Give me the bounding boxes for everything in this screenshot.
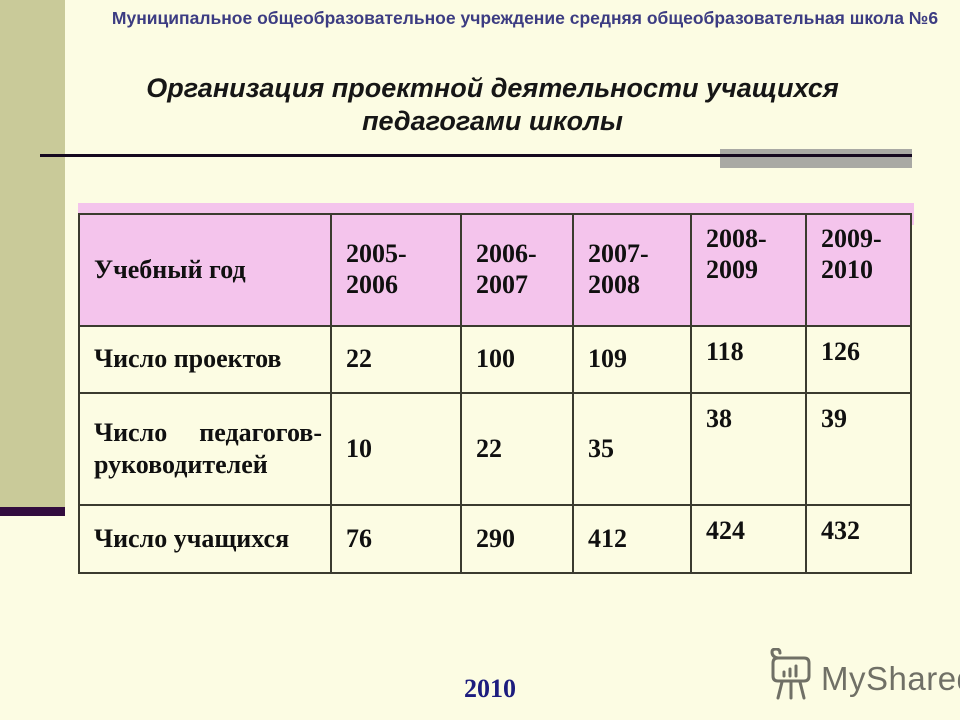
cell-value: 100 — [460, 325, 574, 394]
row-label: Число проектов — [78, 325, 332, 394]
cell-value: 126 — [805, 325, 912, 394]
slide-title: Организация проектной деятельности учащи… — [70, 72, 915, 138]
organization-header: Муниципальное общеобразовательное учрежд… — [111, 8, 939, 28]
cell-value: 22 — [330, 325, 462, 394]
flipchart-easel-icon — [768, 647, 814, 709]
cell-value: 38 — [690, 392, 807, 506]
table-header-row: Учебный год 2005- 2006 2006- 2007 2007- … — [78, 213, 912, 327]
header-cell-year-2005-2006: 2005- 2006 — [330, 213, 462, 327]
slide-title-line1: Организация проектной деятельности учащи… — [146, 73, 839, 103]
divider-line — [40, 154, 912, 157]
table-row-teachers: Число педагогов-руководителей 10 22 35 3… — [78, 392, 912, 506]
cell-value: 10 — [330, 392, 462, 506]
cell-value: 432 — [805, 504, 912, 574]
table-row-projects: Число проектов 22 100 109 118 126 — [78, 325, 912, 394]
header-cell-year-2008-2009: 2008- 2009 — [690, 213, 807, 327]
header-cell-school-year: Учебный год — [78, 213, 332, 327]
header-cell-year-2009-2010: 2009- 2010 — [805, 213, 912, 327]
row-label: Число педагогов-руководителей — [78, 392, 332, 506]
table-row-students: Число учащихся 76 290 412 424 432 — [78, 504, 912, 574]
cell-value: 424 — [690, 504, 807, 574]
cell-value: 290 — [460, 504, 574, 574]
cell-value: 76 — [330, 504, 462, 574]
header-cell-year-2006-2007: 2006- 2007 — [460, 213, 574, 327]
row-label: Число учащихся — [78, 504, 332, 574]
slide-title-line2: педагогами школы — [362, 105, 623, 136]
side-strip-accent-bar — [0, 507, 65, 516]
cell-value: 35 — [572, 392, 692, 506]
cell-value: 22 — [460, 392, 574, 506]
side-strip — [0, 0, 65, 516]
cell-value: 109 — [572, 325, 692, 394]
cell-value: 39 — [805, 392, 912, 506]
divider-accent-rect — [720, 149, 912, 168]
footer-year: 2010 — [464, 674, 516, 703]
watermark-label: MyShared — [821, 659, 960, 697]
cell-value: 118 — [690, 325, 807, 394]
projects-data-table: Учебный год 2005- 2006 2006- 2007 2007- … — [78, 213, 912, 574]
cell-value: 412 — [572, 504, 692, 574]
header-cell-year-2007-2008: 2007- 2008 — [572, 213, 692, 327]
myshared-watermark: MyShared — [768, 647, 960, 709]
